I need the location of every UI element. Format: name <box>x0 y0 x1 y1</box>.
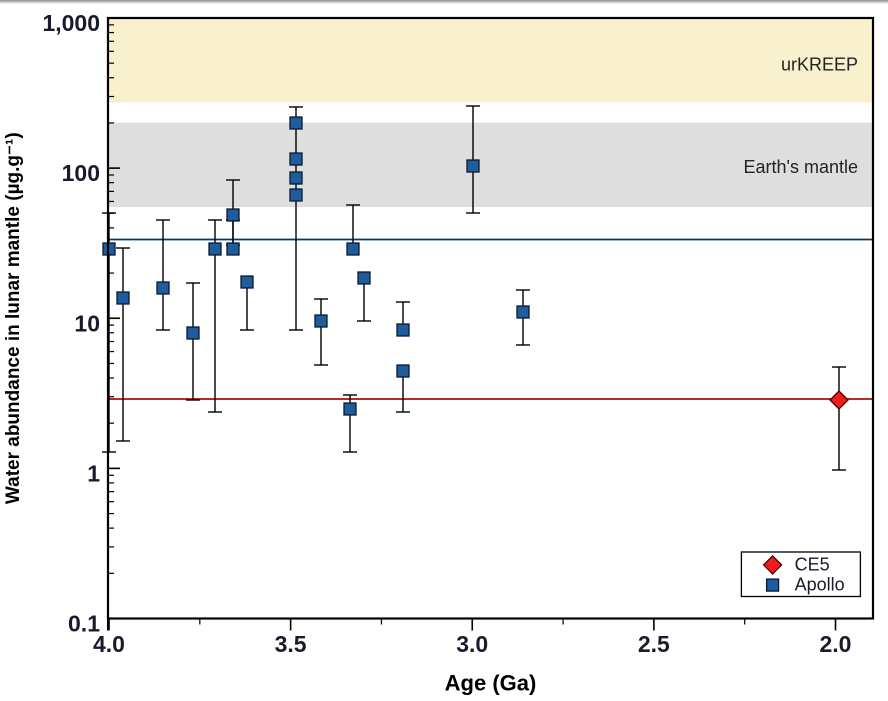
svg-text:2.5: 2.5 <box>638 631 670 657</box>
svg-text:Earth's mantle: Earth's mantle <box>744 157 859 177</box>
svg-text:Age (Ga): Age (Ga) <box>445 670 537 695</box>
svg-text:4.0: 4.0 <box>93 631 125 657</box>
svg-text:1,000: 1,000 <box>42 10 100 36</box>
svg-text:urKREEP: urKREEP <box>781 54 858 74</box>
svg-text:100: 100 <box>62 160 100 186</box>
svg-text:Apollo: Apollo <box>795 575 845 595</box>
svg-text:Water abundance in lunar mantl: Water abundance in lunar mantle (µg.g⁻¹) <box>3 132 24 504</box>
svg-text:3.0: 3.0 <box>456 631 488 657</box>
svg-text:10: 10 <box>74 310 100 336</box>
svg-text:1: 1 <box>87 460 100 486</box>
svg-text:2.0: 2.0 <box>820 631 852 657</box>
svg-text:3.5: 3.5 <box>275 631 307 657</box>
svg-text:CE5: CE5 <box>795 554 830 574</box>
